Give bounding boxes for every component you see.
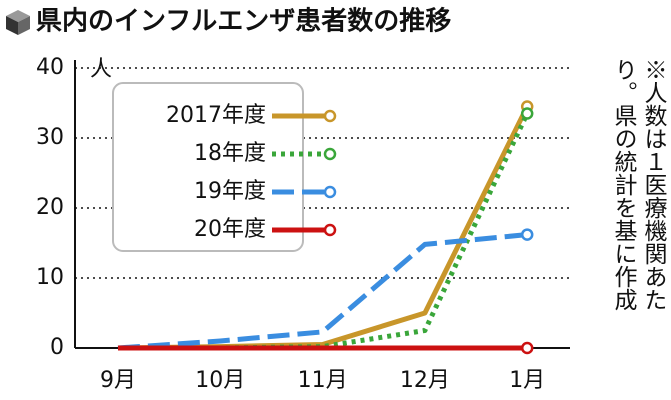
series-line [118,112,530,351]
chart-title: 県内のインフルエンザ患者数の推移 [36,7,451,37]
y-tick-label: 30 [36,125,64,150]
legend-marker [323,109,337,123]
y-tick-label: 10 [36,265,64,290]
legend-label: 18年度 [194,141,266,166]
x-tick-label: 12月 [400,368,450,393]
x-tick-label: 9月 [100,368,136,393]
x-tick-label: 10月 [195,368,245,393]
title-icon [6,10,30,35]
legend-box [112,82,304,252]
note: ※人数は１医療機関あたり。県の統計を基に作成 [610,58,666,311]
legend-label: 2017年度 [166,103,266,128]
legend-marker [323,147,337,161]
y-tick-label: 0 [50,335,64,360]
legend-marker [323,223,337,237]
legend-label: 20年度 [194,217,266,242]
y-tick-label: 20 [36,195,64,220]
end-marker [520,228,534,241]
x-tick-label: 11月 [298,368,348,393]
y-unit: 人 [90,57,112,82]
x-tick-label: 1月 [509,368,545,393]
y-tick-label: 40 [36,55,64,80]
end-marker [520,107,534,120]
end-marker [520,341,534,355]
legend-marker [323,185,337,199]
legend-label: 19年度 [194,179,266,204]
series-line [117,232,528,351]
